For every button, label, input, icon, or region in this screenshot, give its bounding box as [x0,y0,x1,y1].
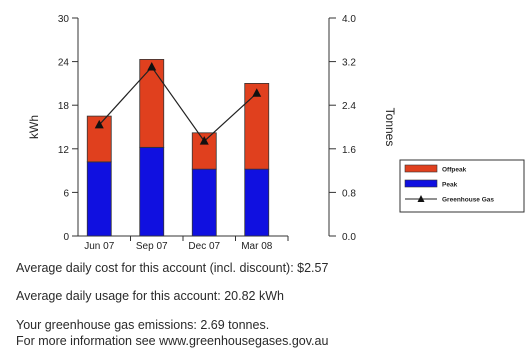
y2-axis-label: Tonnes [383,108,397,147]
legend-swatch-offpeak [404,164,438,173]
bar-peak [244,168,270,237]
legend-label-peak: Peak [442,182,458,189]
bar-offpeak [244,83,270,170]
daily-usage-text: Average daily usage for this account: 20… [16,289,284,303]
usage-chart: 0 6 12 18 24 30 0.0 0.8 1.6 2.4 3.2 4.0 kWh Tonnes Ju… [27,14,525,252]
y2-tick-label: 0.8 [342,188,356,199]
more-info-text: For more information see www.greenhouseg… [16,334,329,348]
y2-tick-label: 1.6 [342,145,356,156]
greenhouse-marker [147,62,157,71]
greenhouse-marker [94,119,104,129]
bar-offpeak [139,59,165,148]
y-axis-label: kWh [27,115,41,139]
bar-offpeak [191,132,217,170]
daily-cost-text: Average daily cost for this account (inc… [16,261,329,275]
y-tick-label: 12 [58,145,70,156]
greenhouse-marker [252,88,262,97]
bar-peak [139,146,165,237]
y-tick-label: 6 [63,188,69,199]
y-tick-label: 30 [58,14,70,25]
y2-tick-label: 0.0 [342,232,356,243]
x-tick-label: Mar 08 [241,241,273,252]
emissions-text: Your greenhouse gas emissions: 2.69 tonn… [16,318,270,332]
x-tick-label: Dec 07 [188,241,220,252]
y2-tick-label: 4.0 [342,14,356,25]
y2-tick-label: 2.4 [342,101,356,112]
x-tick-label: Jun 07 [84,241,114,252]
legend-marker [417,195,425,202]
y-tick-label: 18 [58,101,70,112]
legend-swatch-peak [404,179,438,188]
legend-label-greenhouse: Greenhouse Gas [442,197,494,204]
legend-label-offpeak: Offpeak [442,167,467,174]
greenhouse-line [98,66,258,143]
x-tick-label: Sep 07 [136,241,168,252]
greenhouse-marker [199,136,209,145]
y2-tick-label: 3.2 [342,58,356,69]
y-tick-label: 0 [63,232,69,243]
y-tick-label: 24 [58,58,70,69]
bar-peak [86,161,112,237]
bar-peak [191,168,217,237]
